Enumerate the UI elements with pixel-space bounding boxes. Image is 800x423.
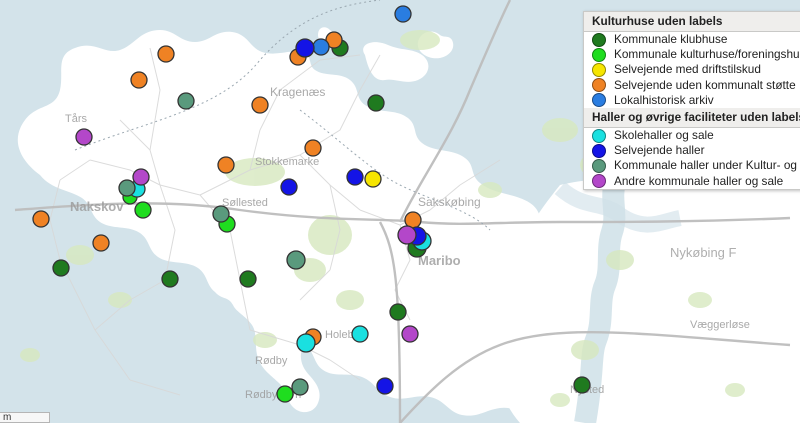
svg-text:Maribo: Maribo bbox=[418, 253, 461, 268]
svg-text:Rødby: Rødby bbox=[255, 355, 288, 367]
svg-text:Tårs: Tårs bbox=[65, 113, 88, 125]
svg-text:Væggerløse: Væggerløse bbox=[690, 319, 750, 331]
svg-text:Søllested: Søllested bbox=[222, 197, 268, 209]
svg-text:Sakskøbing: Sakskøbing bbox=[418, 195, 481, 209]
svg-text:Kragenæs: Kragenæs bbox=[270, 85, 325, 99]
svg-text:Nykøbing F: Nykøbing F bbox=[670, 245, 737, 260]
svg-text:Nakskov: Nakskov bbox=[70, 199, 124, 214]
svg-text:Stokkemarke: Stokkemarke bbox=[255, 156, 319, 168]
